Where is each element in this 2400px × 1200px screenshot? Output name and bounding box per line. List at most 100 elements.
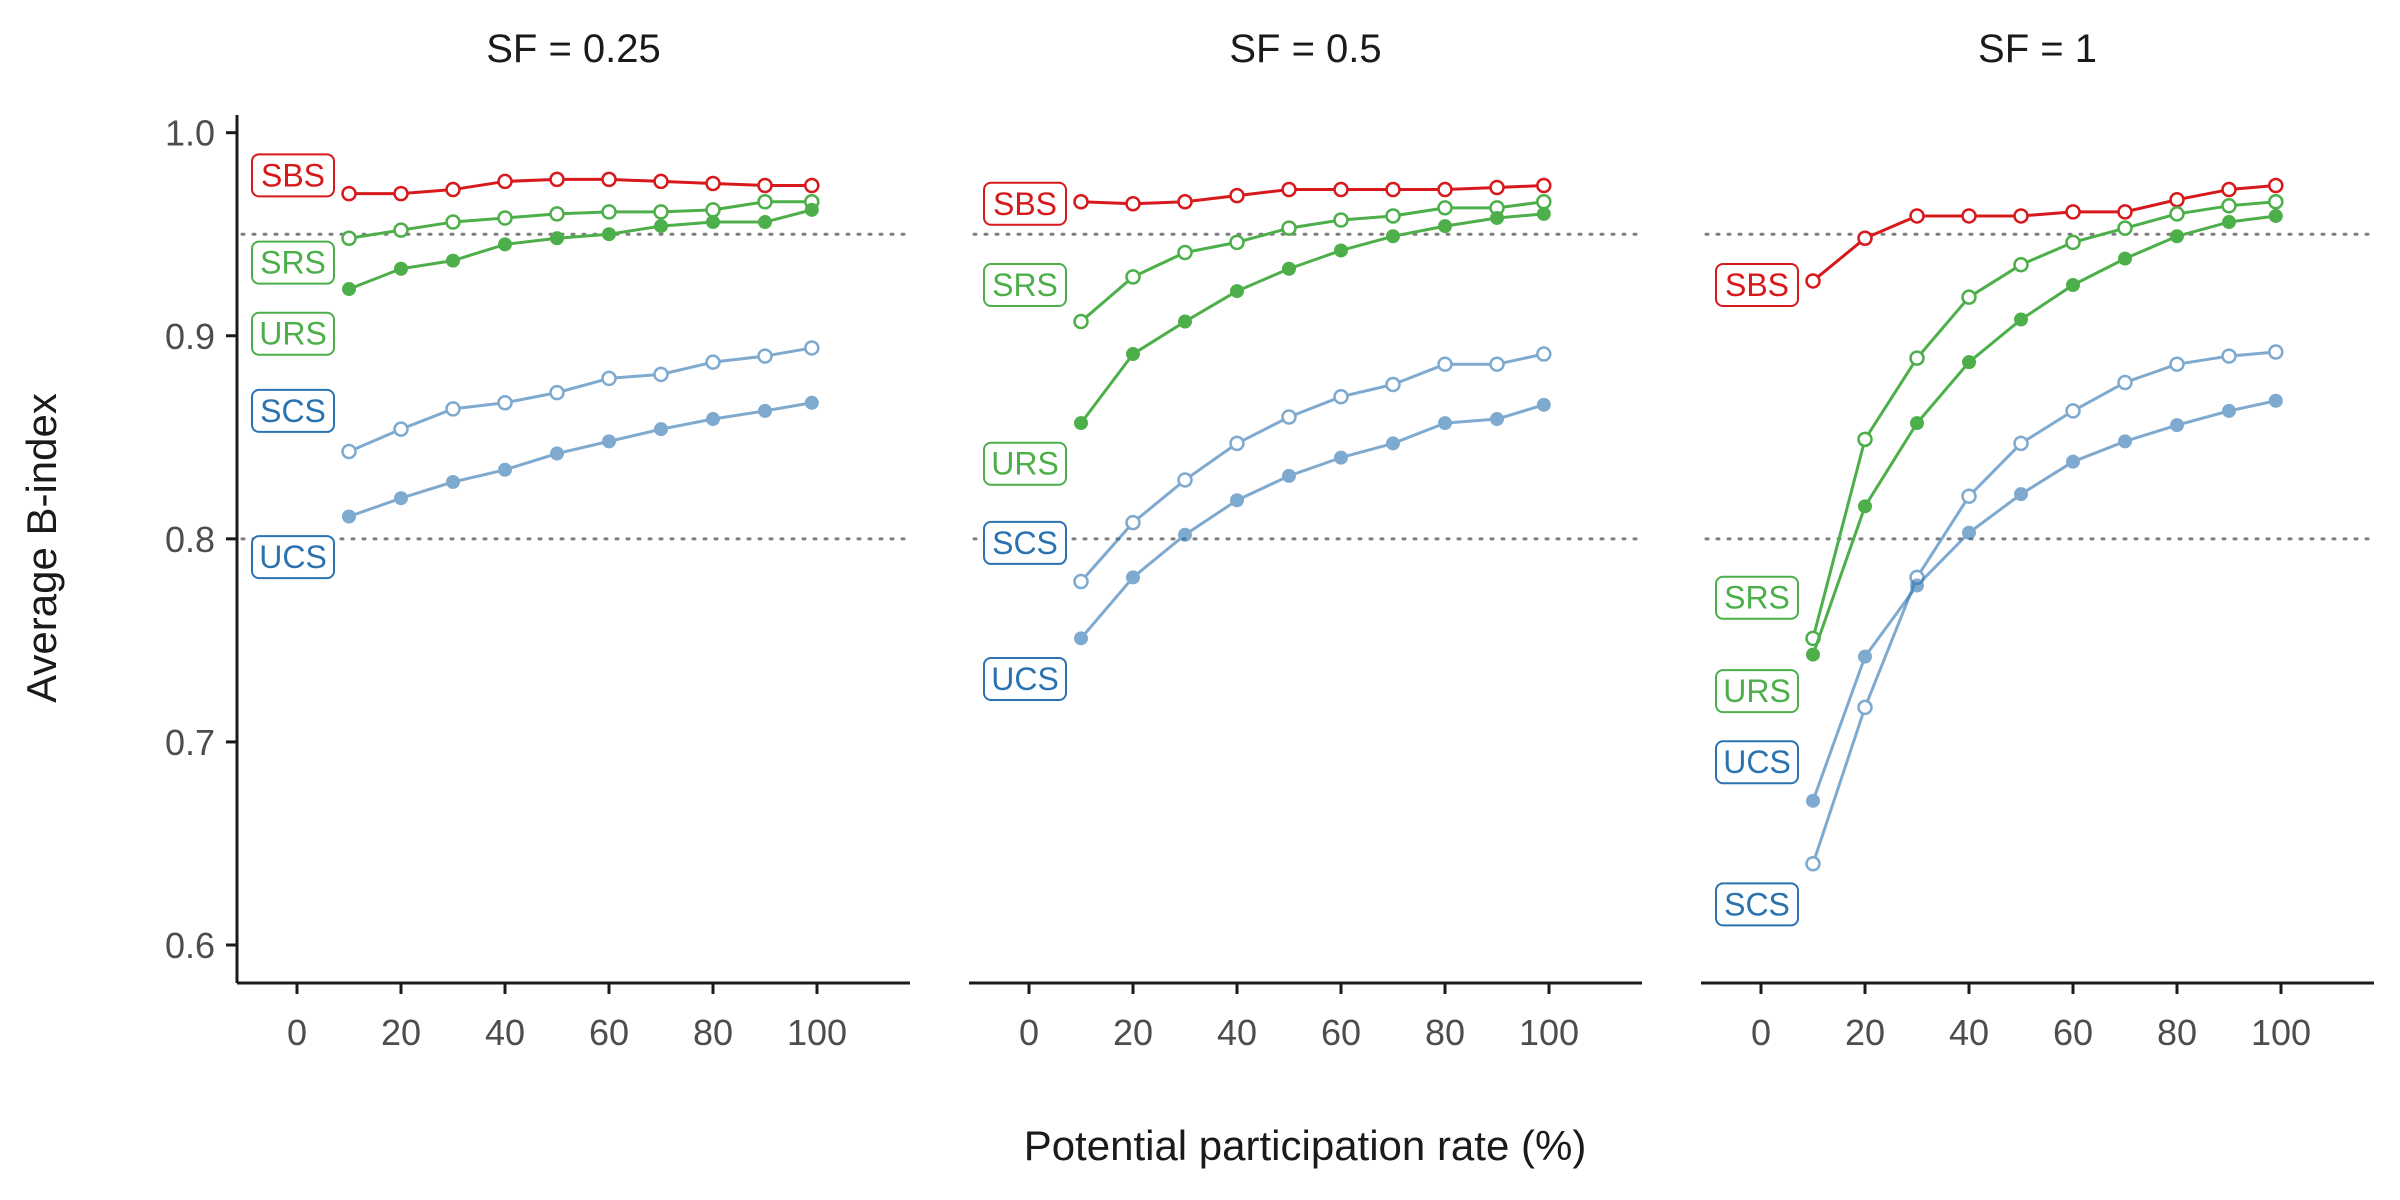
data-point [602, 227, 616, 242]
data-point [549, 384, 565, 401]
data-point [757, 177, 773, 194]
data-point [1282, 468, 1296, 483]
data-point [654, 219, 668, 234]
data-point [705, 202, 721, 218]
series-label-sbs: SBS [1715, 263, 1799, 307]
series-scs [1073, 346, 1552, 590]
data-point [1909, 208, 1925, 224]
data-point [2065, 403, 2081, 419]
series-ucs [1074, 397, 1551, 646]
data-point [1125, 196, 1141, 212]
data-point [1281, 181, 1297, 198]
data-point [2117, 204, 2133, 220]
series-label-box [251, 153, 335, 198]
data-point [1805, 856, 1821, 872]
data-point [1858, 649, 1872, 664]
series-label-box [1715, 575, 1799, 620]
data-point [1386, 436, 1400, 451]
series-label-urs: URS [983, 441, 1067, 486]
data-point [758, 215, 772, 230]
series-line [1079, 403, 1545, 640]
series-label-srs: SRS [1715, 575, 1799, 620]
y-tick-label: 1.0 [165, 113, 215, 154]
y-tick-label: 0.7 [165, 722, 215, 763]
series-line [348, 200, 812, 240]
series-line [348, 208, 813, 291]
panel-2: SF = 0.5 0 20 40 60 80 100 SBS SRS URS SCS UCS [969, 27, 1644, 1053]
data-point [2222, 403, 2236, 418]
series-label-text: SRS [1724, 580, 1790, 616]
series-sbs [341, 171, 820, 202]
data-point [2013, 435, 2029, 452]
series-line [1080, 200, 1544, 323]
x-tick-label: 0 [1751, 1012, 1771, 1053]
series-label-ucs: UCS [251, 535, 335, 580]
data-point [2170, 229, 2184, 244]
data-point [497, 395, 513, 411]
series-label-ucs: UCS [983, 656, 1067, 701]
series-label-scs: SCS [983, 520, 1067, 565]
data-point [1961, 488, 1977, 504]
data-point [804, 177, 820, 194]
data-point [705, 175, 721, 192]
series-label-text: URS [1723, 673, 1791, 709]
data-point [446, 253, 460, 268]
data-point [1281, 409, 1297, 425]
data-point [2065, 204, 2081, 220]
data-point [705, 354, 721, 370]
data-point [2013, 256, 2029, 273]
x-tick-label: 0 [1019, 1012, 1039, 1053]
data-point [1962, 355, 1976, 370]
data-point [2221, 181, 2237, 198]
x-tick-label: 60 [1321, 1012, 1361, 1053]
series-label-sbs: SBS [251, 153, 335, 198]
x-tick-label: 60 [589, 1012, 629, 1053]
data-point [1858, 499, 1872, 514]
data-point [653, 204, 669, 220]
x-tick-label: 20 [381, 1012, 421, 1053]
data-point [2065, 234, 2081, 251]
data-point [2014, 487, 2028, 502]
series-label-srs: SRS [251, 240, 335, 285]
data-point [804, 202, 819, 217]
data-point [445, 181, 461, 198]
series-ucs [1806, 393, 2283, 808]
data-point [1386, 229, 1400, 244]
series-label-box [1715, 669, 1799, 714]
panels: SF = 0.250.60.70.80.91.00 20 40 60 80 100SBSS… [165, 27, 2376, 1053]
series-srs [1073, 193, 1552, 330]
data-point [2268, 393, 2283, 408]
data-point [1385, 181, 1401, 198]
series-label-text: URS [991, 446, 1059, 482]
series-ucs [342, 395, 819, 524]
data-point [602, 434, 616, 449]
series-line [348, 401, 813, 518]
data-point [1177, 193, 1193, 210]
data-point [1806, 793, 1820, 808]
data-point [342, 509, 356, 524]
series-line [1811, 350, 2276, 865]
data-point [653, 366, 669, 383]
series-label-box [251, 311, 335, 356]
series-line [1811, 214, 2276, 656]
data-point [2221, 198, 2237, 214]
series-label-box [983, 181, 1067, 226]
data-point [1074, 631, 1088, 646]
x-tick-label: 0 [287, 1012, 307, 1053]
data-point [2169, 191, 2185, 208]
data-point [1230, 493, 1244, 508]
series-srs [1805, 193, 2284, 647]
data-point [1857, 431, 1873, 448]
data-point [758, 403, 772, 418]
y-axis-title: Average B-index [18, 393, 65, 703]
series-label-text: SCS [260, 393, 326, 429]
data-point [394, 491, 408, 506]
series-sbs [1073, 177, 1552, 212]
data-point [1385, 208, 1401, 224]
data-point [1437, 181, 1453, 198]
x-tick-label: 20 [1845, 1012, 1885, 1053]
series-label-box [983, 520, 1067, 565]
series-scs [1805, 344, 2284, 872]
y-tick-label: 0.9 [165, 316, 215, 357]
series-label-text: SBS [1725, 267, 1789, 303]
